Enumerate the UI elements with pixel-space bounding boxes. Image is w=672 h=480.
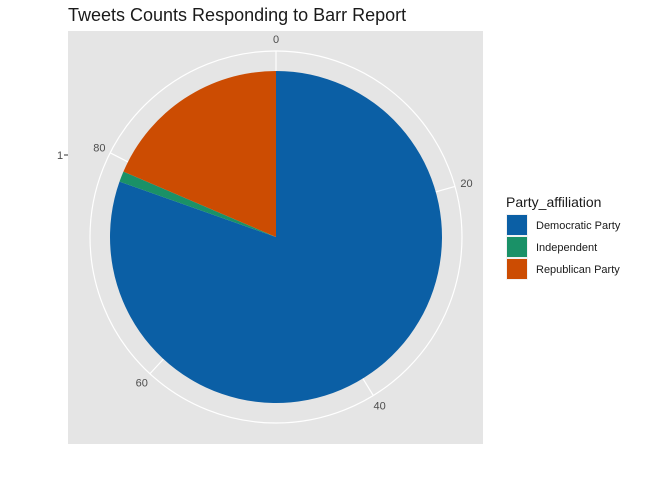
legend-swatch	[507, 215, 527, 235]
legend-label: Republican Party	[536, 264, 620, 276]
legend-item: Republican Party	[506, 258, 620, 280]
angle-tick-label: 60	[136, 378, 148, 390]
angle-tick-label: 80	[93, 142, 105, 154]
legend-label: Independent	[536, 242, 597, 254]
legend-swatch	[507, 237, 527, 257]
legend-item: Democratic Party	[506, 214, 621, 236]
angle-tick-label: 20	[460, 178, 472, 190]
tick-layer: 0 20 40 60 80	[93, 34, 472, 413]
pie-slice-independent	[119, 171, 276, 237]
y-tick-label: 1	[57, 150, 63, 162]
angle-tick-label: 40	[373, 401, 385, 413]
legend-title: Party_affiliation	[506, 194, 601, 210]
legend-swatch	[507, 259, 527, 279]
legend: Party_affiliation Democratic Party Indepe…	[506, 194, 621, 280]
pie-slice-republican-party	[123, 71, 277, 237]
pie-slice-democratic-party	[109, 71, 442, 403]
legend-item: Independent	[506, 236, 597, 258]
chart-title: Tweets Counts Responding to Barr Report	[68, 5, 406, 25]
angle-tick-label: 0	[273, 34, 279, 46]
legend-items: Democratic Party Independent Republican Pa…	[506, 214, 621, 280]
legend-label: Democratic Party	[536, 220, 621, 232]
slice-layer	[109, 71, 442, 403]
